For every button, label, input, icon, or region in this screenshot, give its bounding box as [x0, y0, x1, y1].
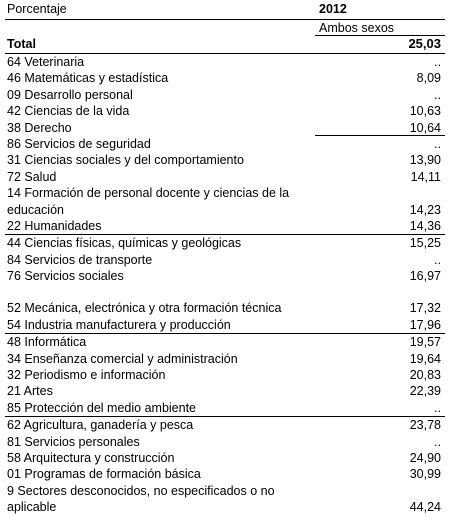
total-value: 25,03 [408, 36, 441, 51]
table-header-row: Porcentaje 2012 [5, 0, 445, 20]
row-value: 20,83 [409, 368, 441, 383]
row-label: 38 Derecho [7, 120, 72, 135]
row-label: 86 Servicios de seguridad [7, 136, 151, 151]
total-label: Total [7, 37, 36, 51]
table-row: 72 Salud 14,11 [5, 169, 445, 185]
row-label: 32 Periodismo e información [7, 368, 166, 383]
row-label: 31 Ciencias sociales y del comportamient… [7, 153, 244, 168]
year-header: 2012 [319, 2, 347, 16]
row-value: .. [434, 55, 441, 69]
table-row: 01 Programas de formación básica 30,99 [5, 466, 445, 482]
row-label: 42 Ciencias de la vida [7, 104, 130, 119]
row-label: 01 Programas de formación básica [7, 467, 201, 482]
row-label: 14 Formación de personal docente y cienc… [7, 186, 290, 217]
row-label: 46 Matemáticas y estadística [7, 71, 169, 86]
row-label: 21 Artes [7, 384, 53, 399]
table-row: 38 Derecho 10,64 [5, 120, 445, 137]
table-row: 62 Agricultura, ganadería y pesca 23,78 [5, 417, 445, 433]
total-row: Total 25,03 [5, 36, 445, 54]
unit-label: Porcentaje [7, 2, 67, 16]
row-label: 52 Mecánica, electrónica y otra formació… [7, 301, 282, 316]
row-value: 19,57 [409, 335, 441, 350]
table-row: 09 Desarrollo personal.. [5, 87, 445, 103]
table-row: 9 Sectores desconocidos, no especificado… [5, 483, 445, 516]
table-row: 86 Servicios de seguridad.. [5, 136, 445, 152]
table-row: 31 Ciencias sociales y del comportamient… [5, 152, 445, 168]
table-row: 76 Servicios sociales 16,97 [5, 268, 445, 284]
row-value: 13,90 [409, 153, 441, 168]
row-label: 48 Informática [7, 335, 87, 350]
table-row: 32 Periodismo e información 20,83 [5, 367, 445, 383]
row-value: 23,78 [409, 418, 441, 433]
row-label: 22 Humanidades [7, 218, 102, 233]
table-row: 22 Humanidades 14,36 [5, 218, 445, 236]
row-label: 44 Ciencias físicas, químicas y geológic… [7, 236, 242, 251]
table-row: 64 Veterinaria.. [5, 54, 445, 70]
row-value: 10,63 [409, 104, 441, 119]
subheader-row: Ambos sexos [5, 20, 445, 36]
row-value: 14,11 [410, 169, 441, 184]
row-value: 10,64 [409, 120, 441, 135]
row-value: 14,36 [409, 218, 441, 233]
row-value: 8,09 [416, 71, 441, 86]
table-row: 85 Protección del medio ambiente.. [5, 400, 445, 418]
row-value: 30,99 [409, 467, 441, 482]
sex-header: Ambos sexos [319, 21, 395, 35]
row-label: 72 Salud [7, 169, 57, 184]
row-label: 76 Servicios sociales [7, 269, 124, 284]
row-value: 15,25 [409, 236, 441, 251]
table-row: 14 Formación de personal docente y cienc… [5, 185, 445, 218]
row-value: 22,39 [409, 384, 441, 399]
row-value: 17,96 [409, 317, 441, 332]
row-value: .. [434, 87, 441, 102]
row-value: 17,32 [409, 301, 441, 316]
row-value: 24,90 [409, 451, 441, 465]
data-table: Porcentaje 2012 Ambos sexos Total 25,03 … [5, 0, 445, 516]
row-value: 14,23 [409, 202, 441, 217]
row-label: 81 Servicios personales [7, 434, 140, 449]
row-value: .. [434, 400, 441, 415]
row-label: 84 Servicios de transporte [7, 252, 153, 267]
spacer-row [5, 284, 445, 300]
row-value: 19,64 [409, 351, 441, 366]
table-row: 42 Ciencias de la vida 10,63 [5, 103, 445, 119]
row-label: 85 Protección del medio ambiente [7, 400, 197, 415]
table-row: 84 Servicios de transporte.. [5, 252, 445, 268]
row-label: 64 Veterinaria [7, 55, 85, 69]
row-label: 34 Enseñanza comercial y administración [7, 351, 238, 366]
table-row: 48 Informática 19,57 [5, 334, 445, 350]
row-label: 62 Agricultura, ganadería y pesca [7, 418, 194, 433]
row-label: 58 Arquitectura y construcción [7, 451, 175, 465]
table-row: 54 Industria manufacturera y producción 1… [5, 317, 445, 335]
table-row: 58 Arquitectura y construcción 24,90 [5, 450, 445, 466]
subheader-rule [315, 35, 445, 36]
row-label: 9 Sectores desconocidos, no especificado… [7, 483, 275, 515]
row-value: .. [434, 434, 441, 449]
table-body: 64 Veterinaria.. 46 Matemáticas y estadís… [5, 54, 445, 516]
row-value: .. [434, 136, 441, 151]
row-label: 09 Desarrollo personal [7, 87, 133, 102]
table-row: 46 Matemáticas y estadística 8,09 [5, 70, 445, 86]
row-value: 16,97 [409, 269, 441, 284]
row-label: 54 Industria manufacturera y producción [7, 317, 231, 332]
row-value: .. [434, 252, 441, 267]
table-row: 52 Mecánica, electrónica y otra formació… [5, 300, 445, 316]
table-row: 34 Enseñanza comercial y administración 1… [5, 351, 445, 367]
row-value: 44,24 [409, 500, 441, 515]
table-row: 21 Artes 22,39 [5, 383, 445, 399]
table-row: 44 Ciencias físicas, químicas y geológic… [5, 235, 445, 251]
table-row: 81 Servicios personales.. [5, 434, 445, 450]
